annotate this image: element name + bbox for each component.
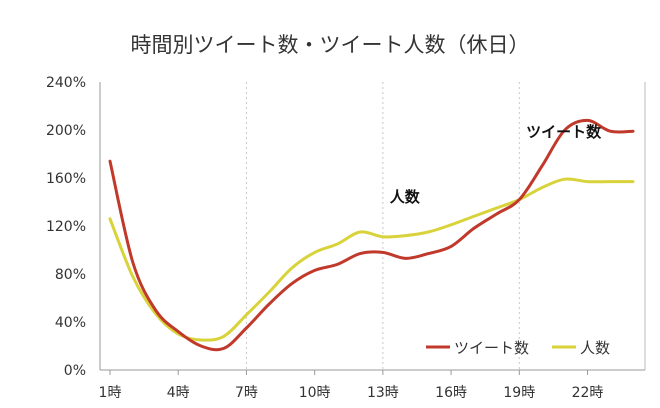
axes xyxy=(99,82,646,371)
grid xyxy=(245,82,520,370)
legend: ツイート数 人数 xyxy=(426,339,610,357)
x-tick-label: 7時 xyxy=(235,385,258,401)
series-line-people xyxy=(108,177,635,342)
y-tick-label: 0% xyxy=(64,363,86,379)
y-tick-label: 120% xyxy=(46,219,86,235)
annotation-label: ツイート数 xyxy=(526,123,602,141)
legend-label: ツイート数 xyxy=(454,339,529,357)
y-tick-label: 200% xyxy=(46,123,86,139)
x-tick-label: 22時 xyxy=(572,385,604,401)
legend-label: 人数 xyxy=(580,339,610,357)
y-axis-ticks: 0% 40% 80% 120% 160% 200% 240% xyxy=(46,75,86,379)
x-tick-label: 19時 xyxy=(503,385,535,401)
y-tick-label: 240% xyxy=(46,75,86,91)
y-tick-label: 80% xyxy=(55,267,86,283)
x-tick-label: 4時 xyxy=(167,385,190,401)
series-lines xyxy=(108,118,635,352)
series-line-tweets xyxy=(108,118,635,352)
y-tick-label: 160% xyxy=(46,171,86,187)
x-tick-label: 10時 xyxy=(299,385,331,401)
annotation-label: 人数 xyxy=(390,188,421,206)
x-axis-ticks: 1時 4時 7時 10時 13時 16時 19時 22時 xyxy=(99,370,604,401)
x-tick-label: 13時 xyxy=(367,385,399,401)
x-tick-label: 1時 xyxy=(99,385,122,401)
x-tick-label: 16時 xyxy=(435,385,467,401)
chart-title: 時間別ツイート数・ツイート人数（休日） xyxy=(131,33,530,57)
y-tick-label: 40% xyxy=(55,315,86,331)
